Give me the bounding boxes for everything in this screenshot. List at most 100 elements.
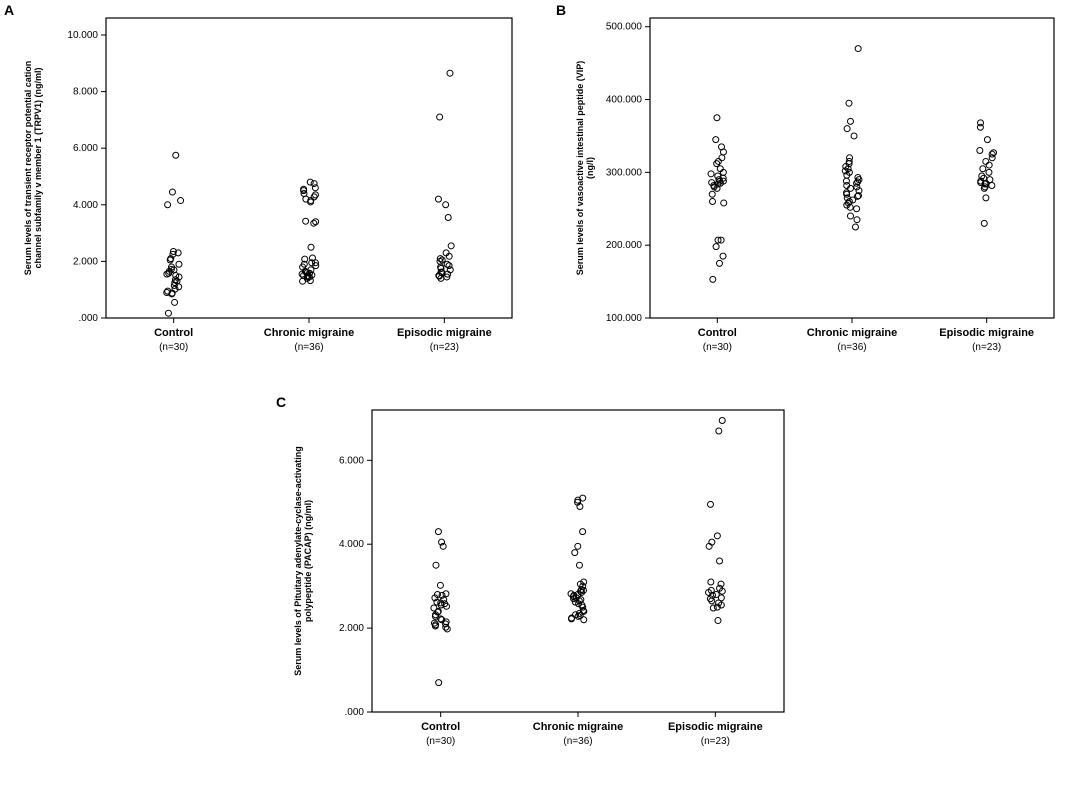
scatter-panel-c: .000 2.000 4.000 6.000 Serum levels of Pitui… — [290, 398, 802, 782]
panel-label-a: A — [4, 2, 14, 18]
data-point — [847, 118, 853, 124]
y-tick-label: 4.000 — [73, 200, 98, 211]
data-point — [446, 263, 452, 269]
category-label: Control — [154, 327, 193, 339]
data-point — [307, 179, 313, 185]
y-tick-label: 100.000 — [606, 313, 643, 324]
scatter-panel-b: 100.000200.000300.000400.000500.000Serum… — [572, 6, 1072, 388]
data-point — [433, 562, 439, 568]
y-tick-label: 2.000 — [73, 256, 98, 267]
data-point — [980, 166, 986, 172]
data-point — [313, 219, 319, 225]
y-tick-label: 400.000 — [606, 95, 643, 106]
category-sublabel: (n=36) — [837, 342, 866, 353]
y-tick-label: 4.000 — [339, 539, 364, 550]
data-point — [173, 152, 179, 158]
category-label: Episodic migraine — [397, 327, 492, 339]
data-point — [176, 261, 182, 267]
data-point — [311, 181, 317, 187]
data-point — [844, 126, 850, 132]
data-point — [437, 582, 443, 588]
data-point — [719, 155, 725, 161]
data-point — [847, 213, 853, 219]
data-point — [165, 202, 171, 208]
category-label: Chronic migraine — [533, 721, 623, 733]
data-point — [719, 417, 725, 423]
data-point — [986, 169, 992, 175]
data-point — [713, 592, 719, 598]
data-point — [311, 220, 317, 226]
y-tick-label: 10.000 — [67, 30, 98, 41]
data-point — [719, 144, 725, 150]
y-tick-label: 300.000 — [606, 167, 643, 178]
category-sublabel: (n=30) — [703, 342, 732, 353]
category-sublabel: (n=23) — [972, 342, 1001, 353]
y-tick-label: 6.000 — [339, 455, 364, 466]
data-point — [716, 260, 722, 266]
data-point — [710, 276, 716, 282]
category-sublabel: (n=30) — [159, 342, 188, 353]
data-point — [717, 558, 723, 564]
panel-label-c: C — [276, 394, 286, 410]
y-tick-label: 200.000 — [606, 240, 643, 251]
data-point — [715, 173, 721, 179]
data-point — [443, 591, 449, 597]
data-point — [437, 114, 443, 120]
data-point — [709, 191, 715, 197]
data-point — [989, 182, 995, 188]
data-point — [715, 618, 721, 624]
data-point — [431, 605, 437, 611]
data-point — [713, 137, 719, 143]
data-point — [172, 299, 178, 305]
data-point — [708, 579, 714, 585]
category-sublabel: (n=30) — [426, 736, 455, 747]
category-label: Control — [421, 721, 460, 733]
y-tick-label: .000 — [79, 313, 99, 324]
data-point — [846, 100, 852, 106]
data-point — [303, 218, 309, 224]
category-label: Chronic migraine — [264, 327, 354, 339]
plot-frame — [650, 18, 1054, 318]
data-point — [852, 224, 858, 230]
data-point — [721, 200, 727, 206]
data-point — [714, 115, 720, 121]
data-point — [720, 253, 726, 259]
y-axis-label: Serum levels of transient receptor poten… — [23, 61, 43, 276]
y-axis-label: Serum levels of vasoactive intestinal pe… — [575, 61, 595, 276]
panel-label-b: B — [556, 2, 566, 18]
category-label: Episodic migraine — [668, 721, 763, 733]
data-point — [854, 206, 860, 212]
data-point — [978, 120, 984, 126]
category-label: Episodic migraine — [939, 327, 1034, 339]
data-point — [575, 543, 581, 549]
category-label: Control — [698, 327, 737, 339]
data-point — [576, 562, 582, 568]
data-point — [855, 174, 861, 180]
data-point — [312, 185, 318, 191]
y-tick-label: 2.000 — [339, 623, 364, 634]
y-axis-label: Serum levels of Pituitary adenylate-cycl… — [293, 446, 313, 676]
data-point — [444, 261, 450, 267]
data-point — [435, 529, 441, 535]
data-point — [977, 148, 983, 154]
data-point — [178, 198, 184, 204]
data-point — [713, 244, 719, 250]
data-point — [981, 220, 987, 226]
data-point — [983, 195, 989, 201]
y-tick-label: 6.000 — [73, 143, 98, 154]
data-point — [710, 198, 716, 204]
data-point — [716, 428, 722, 434]
data-point — [984, 137, 990, 143]
data-point — [312, 192, 318, 198]
category-sublabel: (n=36) — [294, 342, 323, 353]
data-point — [710, 605, 716, 611]
data-point — [847, 155, 853, 161]
data-point — [308, 244, 314, 250]
data-point — [707, 501, 713, 507]
data-point — [989, 151, 995, 157]
data-point — [436, 680, 442, 686]
data-point — [580, 529, 586, 535]
data-point — [843, 178, 849, 184]
y-tick-label: .000 — [345, 707, 365, 718]
data-point — [987, 177, 993, 183]
